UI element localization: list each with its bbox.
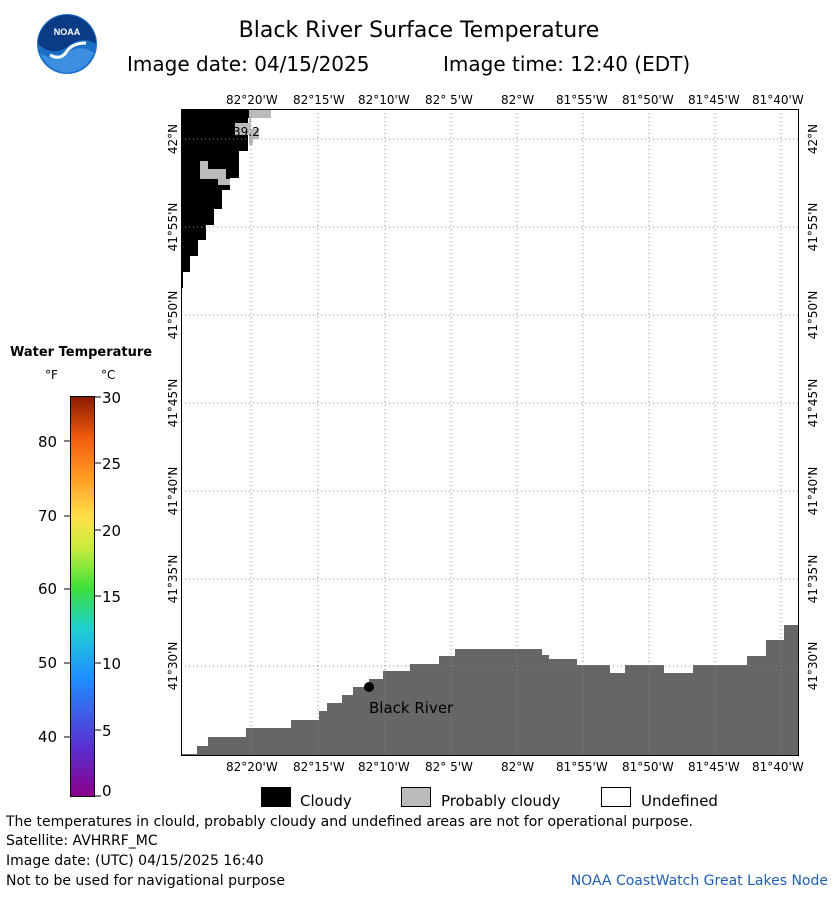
celsius-label: 0 xyxy=(102,782,112,800)
unit-fahrenheit: °F xyxy=(45,368,58,382)
lat-label-left: 41°55'N xyxy=(166,202,180,252)
page-title: Black River Surface Temperature xyxy=(238,18,600,43)
lon-label-bottom: 81°55'W xyxy=(556,760,608,774)
lon-label-top: 82°W xyxy=(501,93,535,107)
legend-swatch-undefined xyxy=(601,787,631,807)
legend-swatch-probably-cloudy xyxy=(401,787,431,807)
lat-label-right: 42°N xyxy=(806,123,820,155)
cloud-region xyxy=(181,109,271,288)
fahrenheit-label: 80 xyxy=(38,433,58,451)
celsius-label: 20 xyxy=(102,522,122,540)
lon-label-top: 81°40'W xyxy=(752,93,804,107)
legend-label-probably-cloudy: Probably cloudy xyxy=(441,792,561,810)
colorbar-ticks xyxy=(64,396,101,797)
lat-label-left: 41°45'N xyxy=(166,378,180,428)
black-river-label: Black River xyxy=(369,699,454,717)
lat-label-left: 41°30'N xyxy=(166,641,180,691)
utc-date-text: Image date: (UTC) 04/15/2025 16:40 xyxy=(6,853,264,869)
lon-label-bottom: 81°40'W xyxy=(752,760,804,774)
lon-label-bottom: 81°45'W xyxy=(688,760,740,774)
lon-label-top: 81°55'W xyxy=(556,93,608,107)
lat-label-left: 41°35'N xyxy=(166,554,180,604)
probably-cloudy-region-2 xyxy=(200,161,230,185)
probably-cloudy-region xyxy=(235,109,271,145)
lat-label-left: 41°40'N xyxy=(166,466,180,516)
celsius-label: 5 xyxy=(102,722,112,740)
lon-label-top: 82°20'W xyxy=(226,93,278,107)
celsius-label: 25 xyxy=(102,455,122,473)
fahrenheit-label: 60 xyxy=(38,580,58,598)
colorbar xyxy=(70,396,95,797)
temp-reading: 39.2 xyxy=(233,125,260,139)
image-date: Image date: 04/15/2025 xyxy=(127,52,370,76)
black-river-marker xyxy=(364,682,374,692)
map-panel: Black River 39.2 xyxy=(181,109,799,756)
legend-label-cloudy: Cloudy xyxy=(300,792,352,810)
lat-label-left: 42°N xyxy=(166,123,180,155)
lat-label-right: 41°50'N xyxy=(806,290,820,340)
unit-celsius: °C xyxy=(101,368,116,382)
lon-label-bottom: 82°W xyxy=(501,760,535,774)
lon-label-bottom: 82°10'W xyxy=(358,760,410,774)
celsius-label: 30 xyxy=(102,389,122,407)
disclaimer-text: The temperatures in clould, probably clo… xyxy=(6,814,693,830)
nav-warning-text: Not to be used for navigational purpose xyxy=(6,873,285,889)
fahrenheit-label: 50 xyxy=(38,654,58,672)
lon-label-top: 82° 5'W xyxy=(425,93,473,107)
lat-label-right: 41°35'N xyxy=(806,554,820,604)
grid-lines xyxy=(181,109,799,756)
lat-label-left: 41°50'N xyxy=(166,290,180,340)
legend-swatch-cloudy xyxy=(261,787,291,807)
lon-label-top: 81°45'W xyxy=(688,93,740,107)
lat-label-right: 41°40'N xyxy=(806,466,820,516)
colorbar-title: Water Temperature xyxy=(10,345,153,360)
lon-label-bottom: 82°20'W xyxy=(226,760,278,774)
credit-text: NOAA CoastWatch Great Lakes Node xyxy=(570,873,828,889)
lon-label-bottom: 82° 5'W xyxy=(425,760,473,774)
lon-label-bottom: 82°15'W xyxy=(293,760,345,774)
logo-text: NOAA xyxy=(54,27,81,37)
image-time: Image time: 12:40 (EDT) xyxy=(443,52,691,76)
noaa-logo: NOAA xyxy=(37,14,97,74)
lon-label-bottom: 81°50'W xyxy=(622,760,674,774)
celsius-label: 10 xyxy=(102,655,122,673)
lon-label-top: 82°15'W xyxy=(293,93,345,107)
legend-label-undefined: Undefined xyxy=(641,792,718,810)
celsius-label: 15 xyxy=(102,588,122,606)
land-region xyxy=(181,625,799,756)
lat-label-right: 41°55'N xyxy=(806,202,820,252)
fahrenheit-label: 40 xyxy=(38,728,58,746)
lat-label-right: 41°30'N xyxy=(806,641,820,691)
lat-label-right: 41°45'N xyxy=(806,378,820,428)
lon-label-top: 82°10'W xyxy=(358,93,410,107)
fahrenheit-label: 70 xyxy=(38,507,58,525)
satellite-text: Satellite: AVHRRF_MC xyxy=(6,833,158,849)
lon-label-top: 81°50'W xyxy=(622,93,674,107)
